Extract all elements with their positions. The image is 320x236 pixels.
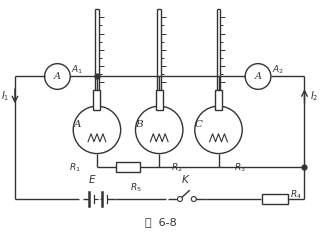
Text: A: A <box>73 120 81 129</box>
Text: A: A <box>54 72 61 81</box>
Text: 图  6-8: 图 6-8 <box>145 217 177 227</box>
Text: $K$: $K$ <box>181 173 191 185</box>
Text: $R_3$: $R_3$ <box>234 161 246 174</box>
Text: $R_4$: $R_4$ <box>290 189 301 201</box>
Text: $I_1$: $I_1$ <box>1 89 9 103</box>
Bar <box>93 90 100 110</box>
Circle shape <box>73 106 121 154</box>
Circle shape <box>135 106 183 154</box>
Text: $R_1$: $R_1$ <box>69 161 81 174</box>
Bar <box>262 194 288 204</box>
Text: B: B <box>136 120 143 129</box>
Circle shape <box>245 64 271 89</box>
Text: $R_2$: $R_2$ <box>171 161 183 174</box>
Circle shape <box>44 64 70 89</box>
Text: $R_5$: $R_5$ <box>130 181 142 194</box>
Text: $I_2$: $I_2$ <box>310 89 319 103</box>
Circle shape <box>191 197 196 202</box>
Circle shape <box>195 106 242 154</box>
Circle shape <box>178 197 182 202</box>
Text: $E$: $E$ <box>88 173 96 185</box>
Text: $A_1$: $A_1$ <box>71 64 84 76</box>
Bar <box>116 162 140 172</box>
Text: C: C <box>195 120 203 129</box>
Bar <box>215 90 222 110</box>
Bar <box>156 90 163 110</box>
Text: $A_2$: $A_2$ <box>272 64 284 76</box>
Text: A: A <box>254 72 261 81</box>
